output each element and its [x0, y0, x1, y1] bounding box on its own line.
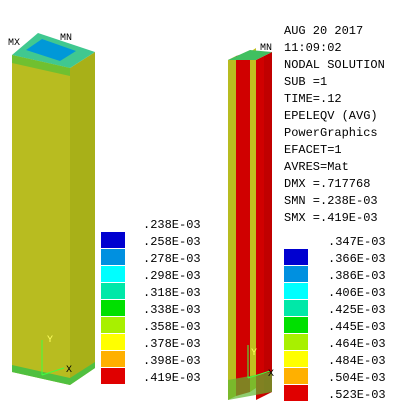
column-side [70, 52, 95, 385]
info-line: PowerGraphics [284, 126, 378, 140]
legend-swatch [284, 300, 308, 316]
legend-label: .523E-03 [328, 388, 386, 402]
info-line: EPELEQV (AVG) [284, 109, 378, 123]
axis-label: X [268, 369, 274, 380]
legend-swatch [101, 334, 125, 350]
beam-flange [264, 52, 272, 396]
legend-label: .238E-03 [143, 218, 201, 232]
legend-label: .378E-03 [143, 337, 201, 351]
beam-flange [256, 56, 264, 400]
time: 11:09:02 [284, 41, 342, 55]
beam-base [228, 372, 272, 400]
legend-label: .425E-03 [328, 303, 386, 317]
legend-swatch [101, 368, 125, 384]
legend-label: .347E-03 [328, 235, 386, 249]
legend-swatch [284, 249, 308, 265]
legend-swatch [284, 317, 308, 333]
column-base [12, 362, 95, 385]
axis-label: X [66, 365, 72, 376]
axis [247, 370, 271, 379]
info-line: SMN =.238E-03 [284, 194, 378, 208]
column-band [12, 55, 70, 76]
legend-swatch [101, 317, 125, 333]
info-line: DMX =.717768 [284, 177, 370, 191]
info-line: NODAL SOLUTION [284, 58, 385, 72]
marker: MN [60, 33, 72, 44]
legend-swatch [101, 283, 125, 299]
legend-swatch [101, 300, 125, 316]
axis [41, 367, 65, 376]
legend-label: .504E-03 [328, 371, 386, 385]
axis-label: Y [251, 348, 257, 359]
legend-swatch [101, 249, 125, 265]
legend-swatch [284, 266, 308, 282]
axis-label: Y [47, 335, 53, 346]
info-line: SMX =.419E-03 [284, 211, 378, 225]
legend-label: .464E-03 [328, 337, 386, 351]
beam-flange [228, 56, 236, 400]
date: AUG 20 2017 [284, 24, 363, 38]
info-line: AVRES=Mat [284, 160, 349, 174]
legend-swatch [284, 368, 308, 384]
legend-swatch [101, 351, 125, 367]
legend-swatch [284, 385, 308, 401]
legend-label: .366E-03 [328, 252, 386, 266]
legend-label: .386E-03 [328, 269, 386, 283]
info-line: EFACET=1 [284, 143, 342, 157]
legend-label: .338E-03 [143, 303, 201, 317]
marker: MN [260, 43, 272, 54]
legend-swatch [284, 351, 308, 367]
legend-label: .258E-03 [143, 235, 201, 249]
legend-label: .318E-03 [143, 286, 201, 300]
beam-web [250, 48, 256, 392]
info-line: SUB =1 [284, 75, 327, 89]
legend-swatch [284, 334, 308, 350]
legend-swatch [101, 232, 125, 248]
legend-label: .398E-03 [143, 354, 201, 368]
beam-flange [236, 52, 250, 396]
column-front [12, 55, 70, 385]
legend-label: .419E-03 [143, 371, 201, 385]
info-line: TIME=.12 [284, 92, 342, 106]
legend-label: .445E-03 [328, 320, 386, 334]
legend-label: .484E-03 [328, 354, 386, 368]
column-top-inner [26, 39, 76, 61]
legend-swatch [284, 283, 308, 299]
beam-top [228, 50, 272, 60]
legend-swatch [101, 266, 125, 282]
legend-label: .278E-03 [143, 252, 201, 266]
marker: MX [8, 38, 20, 49]
legend-label: .406E-03 [328, 286, 386, 300]
legend-label: .358E-03 [143, 320, 201, 334]
legend-label: .298E-03 [143, 269, 201, 283]
